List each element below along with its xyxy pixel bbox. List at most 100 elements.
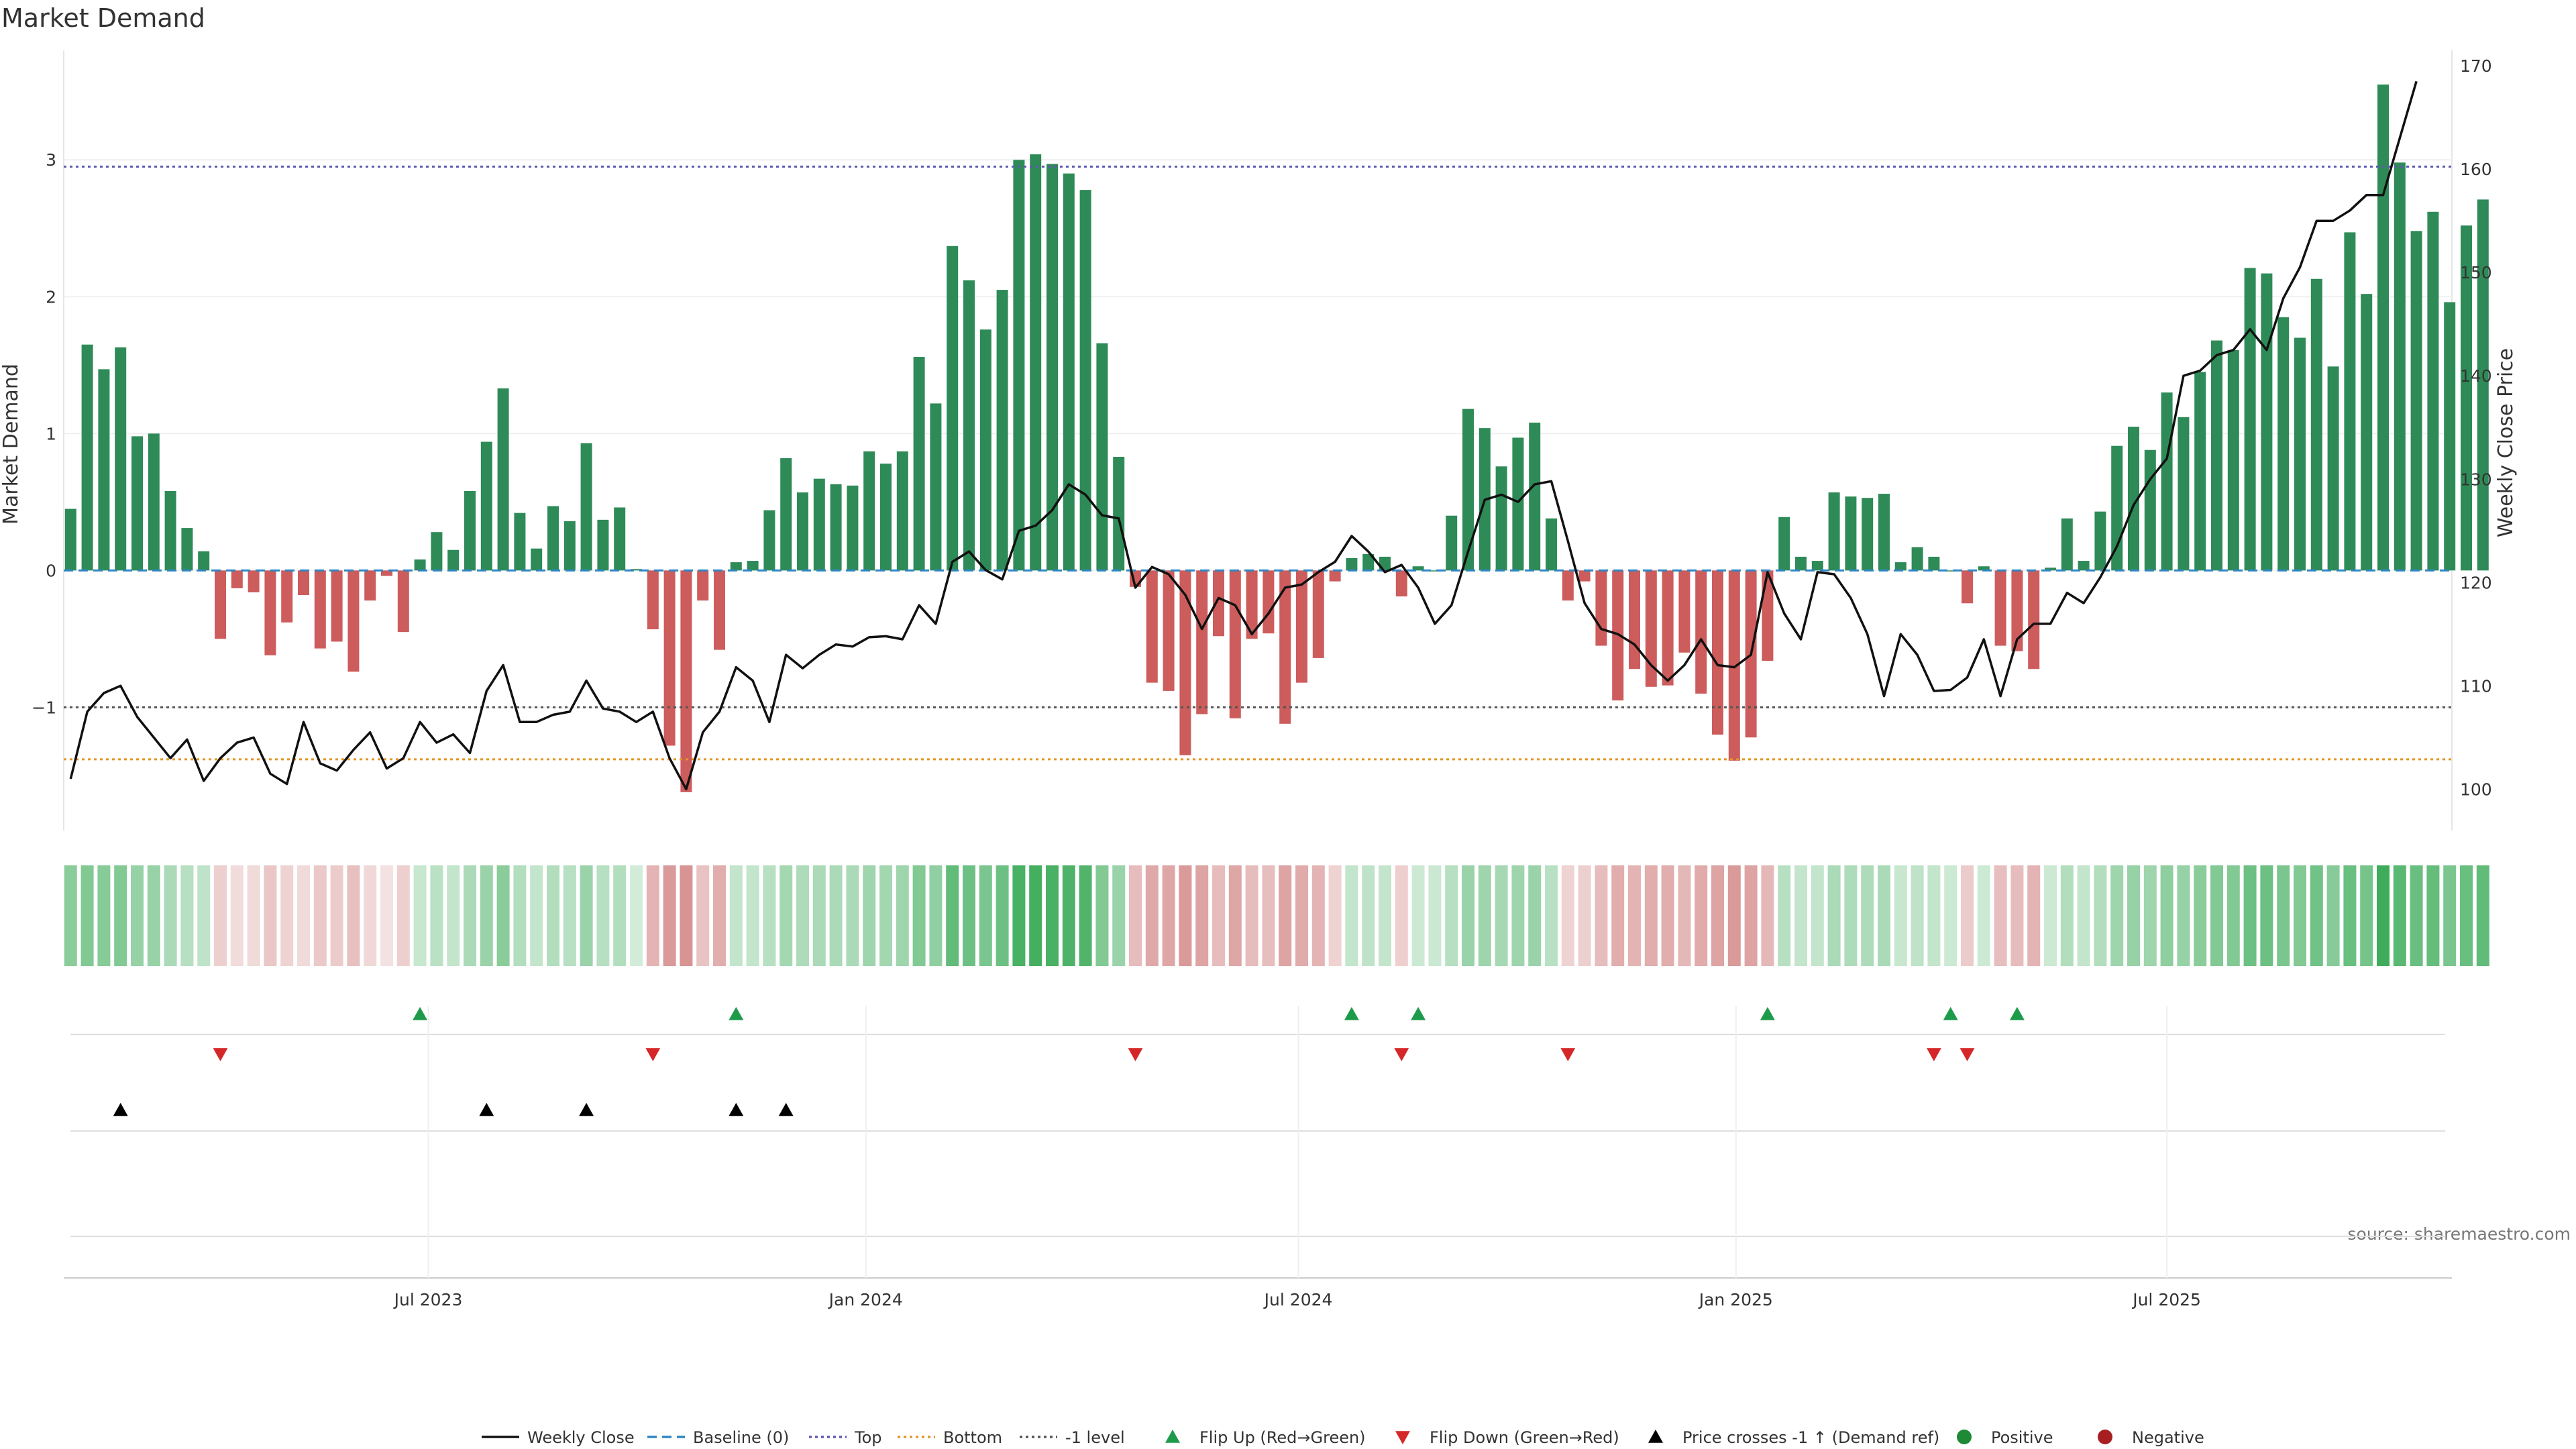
- demand-bar: [1778, 517, 1790, 571]
- heat-strip-cell: [596, 865, 610, 966]
- demand-bar: [1495, 466, 1507, 571]
- heat-strip-cell: [1695, 865, 1708, 966]
- demand-bar: [2410, 231, 2422, 571]
- heat-strip-cell: [1162, 865, 1175, 966]
- heat-strip-cell: [496, 865, 510, 966]
- demand-bar: [1346, 557, 1358, 571]
- x-axis: Jul 2023 Jan 2024 Jul 2024 Jan 2025 Jul 2025: [64, 1006, 2452, 1309]
- demand-bar: [663, 570, 676, 746]
- demand-bar: [813, 478, 825, 571]
- flip-down-marker: [1926, 1048, 1941, 1061]
- weekly-close-line: [69, 80, 2418, 791]
- signal-rows: [70, 1007, 2445, 1237]
- demand-bar: [797, 492, 808, 571]
- heat-strip-cell: [663, 865, 676, 966]
- legend: Weekly Close Baseline (0) Top Bottom -1 leve…: [482, 1428, 2204, 1447]
- heat-strip-cell: [763, 865, 776, 966]
- heat-strip-cell: [1545, 865, 1558, 966]
- demand-bar: [2227, 350, 2239, 571]
- demand-bar: [1562, 570, 1574, 601]
- heat-strip-cell: [1362, 865, 1375, 966]
- demand-bar: [996, 290, 1008, 571]
- y-axis-label-left: Market Demand: [0, 364, 23, 525]
- heat-strip-cell: [364, 865, 377, 966]
- flip-up-marker: [729, 1007, 744, 1020]
- demand-bar: [81, 344, 93, 571]
- heat-strip-cell: [1012, 865, 1026, 966]
- heat-strip-cell: [1827, 865, 1841, 966]
- legend-swatch: [1165, 1430, 1180, 1443]
- heat-strip-cell: [963, 865, 975, 966]
- demand-bar: [264, 570, 276, 655]
- heat-strip-cell: [330, 865, 343, 966]
- heat-strip-cell: [2443, 865, 2457, 966]
- level-lines: [64, 165, 2452, 761]
- heat-strip-cell: [1794, 865, 1807, 966]
- heat-strip-cell: [2027, 865, 2041, 966]
- demand-bar: [2211, 340, 2222, 571]
- heat-strip-cell: [2194, 865, 2207, 966]
- heat-strip-cell: [2460, 865, 2473, 966]
- heat-strip-cell: [1727, 865, 1741, 966]
- heat-strip-cell: [1179, 865, 1192, 966]
- legend-label: Baseline (0): [693, 1428, 789, 1447]
- y-tick-label-left: −1: [32, 698, 56, 717]
- heat-strip-cell: [64, 865, 77, 966]
- flip-up-marker: [2009, 1007, 2025, 1020]
- heat-strip-cell: [680, 865, 693, 966]
- flip-up-marker: [1411, 1007, 1426, 1020]
- demand-bar: [1329, 570, 1341, 582]
- heat-strip-cell: [896, 865, 909, 966]
- y-tick-label-left: 2: [46, 287, 56, 307]
- demand-bar: [1446, 515, 1458, 571]
- heat-strip-cell: [1711, 865, 1724, 966]
- heat-strip-cell: [1628, 865, 1641, 966]
- demand-bar: [896, 451, 908, 571]
- flip-up-marker: [1760, 1007, 1775, 1020]
- y-tick-label-left: 0: [46, 561, 56, 580]
- heat-strip-cell: [1112, 865, 1126, 966]
- heat-strip-cell: [430, 865, 443, 966]
- heat-strip-cell: [1911, 865, 1924, 966]
- heat-strip-cell: [1428, 865, 1442, 966]
- demand-bar: [2461, 225, 2472, 571]
- demand-bar: [614, 507, 626, 571]
- demand-bar: [1113, 456, 1125, 571]
- heat-strip-cell: [413, 865, 427, 966]
- demand-bar: [514, 513, 526, 571]
- legend-label: Negative: [2132, 1428, 2204, 1447]
- demand-bar: [281, 570, 293, 623]
- demand-bar: [730, 562, 742, 571]
- heat-strip-cell: [1279, 865, 1292, 966]
- demand-bar: [314, 570, 326, 649]
- heat-strip-cell: [1145, 865, 1159, 966]
- demand-bar: [2011, 570, 2023, 651]
- demand-bar: [1762, 570, 1774, 661]
- demand-bar: [1213, 570, 1224, 637]
- heat-strip-cell: [1778, 865, 1791, 966]
- heat-strip-cell: [1927, 865, 1941, 966]
- heat-strip-cell: [2160, 865, 2174, 966]
- demand-bar: [64, 508, 76, 571]
- demand-bar: [1312, 570, 1324, 658]
- heat-strip-cell: [863, 865, 876, 966]
- demand-bar: [1362, 553, 1375, 571]
- x-tick-label: Jan 2025: [1698, 1290, 1773, 1309]
- demand-bar: [2244, 268, 2256, 571]
- heat-strip-cell: [513, 865, 527, 966]
- demand-bar: [963, 280, 975, 571]
- heat-strip-cell: [1062, 865, 1075, 966]
- heat-strip-cell: [1678, 865, 1691, 966]
- heat-strip-cell: [380, 865, 393, 966]
- demand-bar: [1179, 570, 1191, 755]
- demand-bar: [2144, 449, 2156, 571]
- demand-bar: [979, 329, 991, 571]
- y-tick-label-right: 120: [2460, 573, 2492, 592]
- heat-strip-cell: [1844, 865, 1858, 966]
- heat-strip-cell: [347, 865, 360, 966]
- heat-strip-cell: [996, 865, 1009, 966]
- demand-bar: [531, 548, 543, 571]
- demand-bar: [1811, 561, 1823, 571]
- demand-bar: [2327, 366, 2339, 571]
- demand-bar: [1695, 570, 1707, 694]
